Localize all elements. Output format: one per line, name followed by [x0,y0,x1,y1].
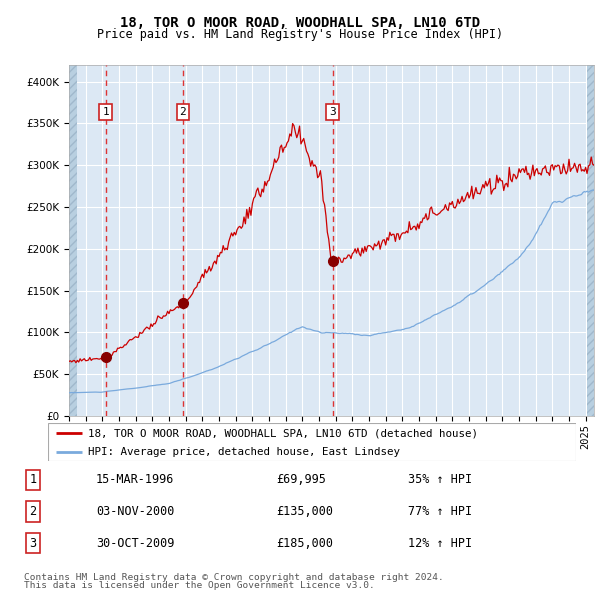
Text: 2: 2 [29,505,37,518]
Text: 1: 1 [103,107,109,117]
Text: 18, TOR O MOOR ROAD, WOODHALL SPA, LN10 6TD: 18, TOR O MOOR ROAD, WOODHALL SPA, LN10 … [120,16,480,30]
Text: 12% ↑ HPI: 12% ↑ HPI [408,537,472,550]
Text: 77% ↑ HPI: 77% ↑ HPI [408,505,472,518]
Text: £185,000: £185,000 [276,537,333,550]
Text: £135,000: £135,000 [276,505,333,518]
Text: Contains HM Land Registry data © Crown copyright and database right 2024.: Contains HM Land Registry data © Crown c… [24,572,444,582]
Text: This data is licensed under the Open Government Licence v3.0.: This data is licensed under the Open Gov… [24,581,375,590]
Text: 18, TOR O MOOR ROAD, WOODHALL SPA, LN10 6TD (detached house): 18, TOR O MOOR ROAD, WOODHALL SPA, LN10 … [88,428,478,438]
Text: 30-OCT-2009: 30-OCT-2009 [96,537,175,550]
Text: 2: 2 [179,107,187,117]
Text: 3: 3 [29,537,37,550]
Bar [69,65,77,416]
Text: HPI: Average price, detached house, East Lindsey: HPI: Average price, detached house, East… [88,447,400,457]
Text: 15-MAR-1996: 15-MAR-1996 [96,473,175,486]
Text: 35% ↑ HPI: 35% ↑ HPI [408,473,472,486]
Bar [587,65,595,416]
Text: 3: 3 [329,107,336,117]
Text: Price paid vs. HM Land Registry's House Price Index (HPI): Price paid vs. HM Land Registry's House … [97,28,503,41]
Text: 03-NOV-2000: 03-NOV-2000 [96,505,175,518]
Text: 1: 1 [29,473,37,486]
Text: £69,995: £69,995 [276,473,326,486]
